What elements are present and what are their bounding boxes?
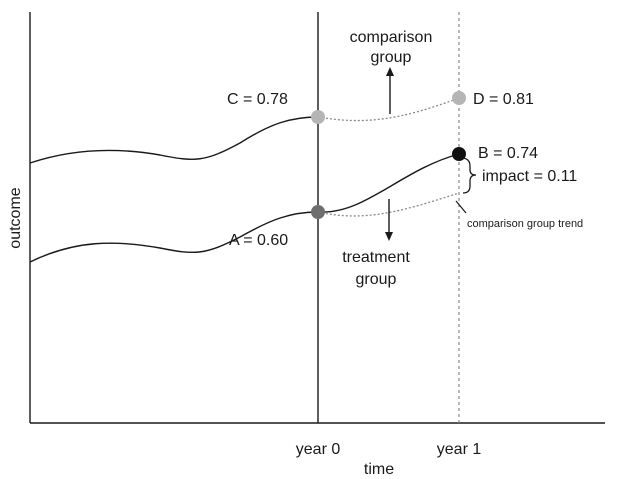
label-point-c: C = 0.78 xyxy=(227,91,288,108)
x-tick-year0: year 0 xyxy=(296,441,341,458)
point-a xyxy=(311,205,325,219)
comparison-arrowhead xyxy=(386,67,394,76)
point-c xyxy=(311,110,325,124)
label-comparison-group-line2: group xyxy=(371,49,412,66)
comparison-curve-post xyxy=(317,97,460,122)
label-comparison-group-line1: comparison xyxy=(350,29,433,46)
label-comparison-trend: comparison group trend xyxy=(467,218,583,230)
label-point-d: D = 0.81 xyxy=(473,91,534,108)
trend-pointer xyxy=(455,200,467,214)
label-treatment-group-line2: group xyxy=(356,271,397,288)
x-tick-year1: year 1 xyxy=(437,441,482,458)
point-b xyxy=(452,147,466,161)
impact-brace xyxy=(462,157,477,194)
treatment-curve-pre xyxy=(29,211,319,263)
label-impact: impact = 0.11 xyxy=(482,168,577,185)
label-treatment-group-line1: treatment xyxy=(342,249,410,266)
point-d xyxy=(452,91,466,105)
y-axis-label: outcome xyxy=(7,187,24,248)
label-point-a: A = 0.60 xyxy=(229,232,288,249)
treatment-arrowhead xyxy=(385,232,393,241)
comparison-curve-pre xyxy=(29,116,319,164)
label-point-b: B = 0.74 xyxy=(478,145,538,162)
treatment-curve-post xyxy=(317,153,460,213)
x-axis-label: time xyxy=(364,461,394,478)
